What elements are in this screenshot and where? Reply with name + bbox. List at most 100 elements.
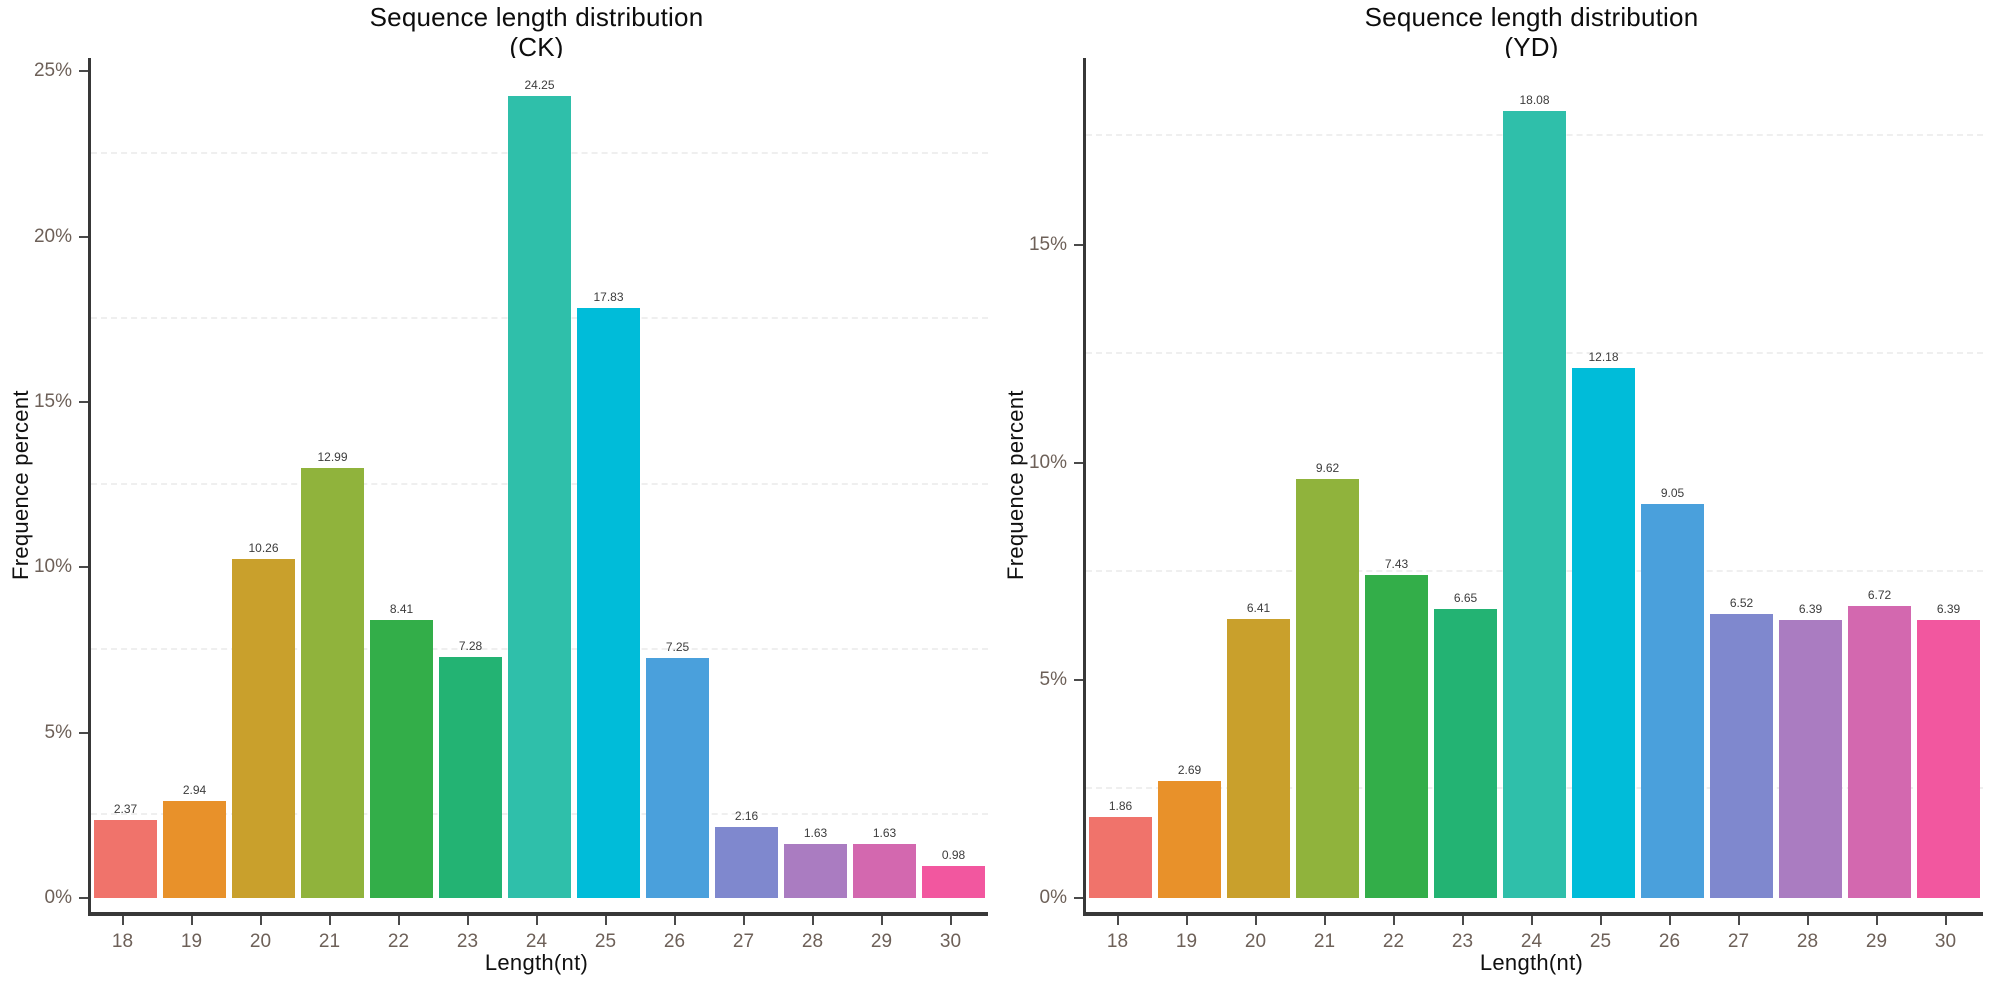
- y-axis-tick: [79, 566, 88, 569]
- y-axis-title: Frequence percent: [1003, 390, 1028, 580]
- x-axis-tick: [1599, 916, 1602, 925]
- bar-value-label: 0.98: [941, 847, 966, 862]
- bar-length-22: [1365, 574, 1428, 898]
- x-axis-tick: [328, 916, 331, 925]
- x-axis-tick: [1392, 916, 1395, 925]
- bar-value-label: 1.63: [872, 826, 897, 841]
- x-axis-tick: [742, 916, 745, 925]
- x-tick-label: 21: [1313, 931, 1336, 952]
- bar-length-20: [1227, 619, 1290, 898]
- bar-value-label: 6.41: [1246, 601, 1271, 616]
- bar-value-label: 6.65: [1453, 590, 1478, 605]
- y-axis-tick: [79, 897, 88, 899]
- y-tick-label: 25%: [33, 60, 72, 82]
- y-axis-tick: [79, 731, 88, 734]
- x-tick-label: 25: [594, 931, 617, 952]
- x-tick-label: 28: [1796, 931, 1819, 952]
- x-axis-tick: [1944, 916, 1947, 925]
- bar-value-label: 12.18: [1588, 349, 1619, 364]
- bar-value-label: 6.52: [1729, 596, 1754, 611]
- bar-value-label: 2.94: [182, 782, 207, 797]
- x-axis-tick: [811, 916, 814, 925]
- x-tick-label: 18: [1106, 931, 1129, 952]
- bar-length-25: [1572, 367, 1635, 898]
- x-axis-tick: [604, 916, 607, 925]
- y-tick-label: 10%: [1028, 451, 1067, 473]
- bar-value-label: 6.39: [1936, 601, 1961, 616]
- x-axis-tick: [1116, 916, 1119, 925]
- bar-value-label: 9.62: [1315, 461, 1340, 476]
- plot-panel: 2.37 2.94 10.26 12.99 8.41 7.28 24.25 17.83 7.25…: [88, 58, 988, 916]
- bar-length-27: [1710, 614, 1773, 898]
- bar-length-30: [922, 865, 985, 898]
- x-axis-tick: [949, 916, 952, 925]
- x-tick-label: 28: [801, 931, 824, 952]
- bar-length-19: [163, 800, 226, 898]
- y-tick-label: 10%: [33, 556, 72, 578]
- x-axis-tick: [259, 916, 262, 925]
- y-tick-label: 5%: [44, 721, 72, 743]
- bar-value-label: 6.39: [1798, 601, 1823, 616]
- bar-length-22: [370, 619, 433, 898]
- y-tick-label: 20%: [33, 225, 72, 247]
- bar-length-23: [439, 657, 502, 898]
- x-axis-tick: [1461, 916, 1464, 925]
- x-axis-tick: [121, 916, 124, 925]
- y-axis-tick: [1074, 679, 1083, 682]
- x-axis-tick: [1875, 916, 1878, 925]
- x-tick-label: 29: [1865, 931, 1888, 952]
- bar-value-label: 2.16: [734, 808, 759, 823]
- x-tick-label: 18: [111, 931, 134, 952]
- x-axis-tick: [880, 916, 883, 925]
- y-axis-tick: [1074, 244, 1083, 247]
- bar-length-23: [1434, 608, 1497, 898]
- bar-length-28: [1779, 619, 1842, 898]
- y-axis-tick: [79, 70, 88, 73]
- y-axis-tick: [79, 235, 88, 238]
- bar-value-label: 18.08: [1519, 93, 1550, 108]
- x-axis-tick: [673, 916, 676, 925]
- chart-yd: Sequence length distribution (YD) Freque…: [995, 0, 1990, 993]
- y-tick-label: 15%: [1028, 234, 1067, 256]
- x-tick-label: 27: [1727, 931, 1750, 952]
- bar-length-29: [1848, 605, 1911, 898]
- bar-length-27: [715, 826, 778, 898]
- bar-value-label: 24.25: [524, 78, 555, 93]
- bar-length-29: [853, 844, 916, 898]
- x-tick-label: 20: [249, 931, 272, 952]
- x-tick-label: 23: [456, 931, 479, 952]
- x-tick-label: 30: [1934, 931, 1957, 952]
- bar-length-24: [508, 96, 571, 898]
- bar-value-label: 1.86: [1108, 799, 1133, 814]
- x-axis-tick: [1530, 916, 1533, 925]
- bar-value-label: 7.28: [458, 639, 483, 654]
- x-tick-label: 20: [1244, 931, 1267, 952]
- chart-title-line2: (CK): [509, 32, 564, 62]
- x-tick-label: 30: [939, 931, 962, 952]
- bar-value-label: 7.25: [665, 640, 690, 655]
- x-tick-label: 23: [1451, 931, 1474, 952]
- y-axis-tick: [1074, 897, 1083, 899]
- bar-length-26: [646, 658, 709, 898]
- bar-length-26: [1641, 504, 1704, 898]
- x-tick-label: 24: [525, 931, 548, 952]
- x-axis-tick: [1185, 916, 1188, 925]
- y-tick-label: 5%: [1039, 669, 1067, 691]
- chart-title-ck: Sequence length distribution (CK): [88, 2, 985, 62]
- y-tick-label: 0%: [44, 887, 72, 908]
- bar-value-label: 6.72: [1867, 587, 1892, 602]
- x-tick-label: 19: [1175, 931, 1198, 952]
- x-axis-tick: [1668, 916, 1671, 925]
- x-axis-tick: [1254, 916, 1257, 925]
- x-tick-label: 25: [1589, 931, 1612, 952]
- bar-value-label: 12.99: [317, 450, 348, 465]
- bar-length-20: [232, 558, 295, 898]
- bar-length-28: [784, 844, 847, 898]
- chart-title-line1: Sequence length distribution: [1364, 2, 1699, 32]
- x-tick-label: 26: [1658, 931, 1681, 952]
- bar-value-label: 1.63: [803, 826, 828, 841]
- x-axis-tick: [397, 916, 400, 925]
- x-tick-label: 22: [387, 931, 410, 952]
- y-axis-tick: [79, 400, 88, 403]
